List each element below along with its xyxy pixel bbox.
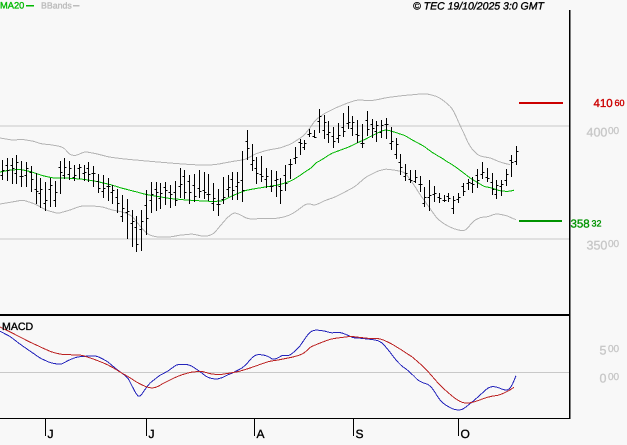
svg-text:350: 350: [587, 238, 608, 252]
svg-text:00: 00: [608, 126, 620, 137]
svg-text:358: 358: [571, 219, 590, 231]
svg-text:60: 60: [615, 98, 625, 108]
svg-text:00: 00: [608, 239, 620, 250]
svg-text:400: 400: [587, 125, 608, 139]
svg-text:00: 00: [608, 372, 620, 383]
svg-text:5: 5: [600, 343, 607, 357]
svg-text:BBands: BBands: [41, 1, 72, 11]
svg-text:© TEC 19/10/2025 3:0 GMT: © TEC 19/10/2025 3:0 GMT: [413, 1, 545, 13]
svg-text:00: 00: [608, 344, 620, 355]
svg-text:J: J: [48, 427, 54, 440]
svg-text:J: J: [149, 427, 155, 440]
svg-text:A: A: [257, 427, 265, 440]
svg-text:S: S: [356, 427, 364, 440]
svg-text:32: 32: [592, 219, 602, 229]
svg-text:410: 410: [594, 98, 613, 110]
svg-text:MA20: MA20: [0, 1, 24, 11]
svg-text:O: O: [461, 427, 470, 440]
svg-text:0: 0: [600, 371, 607, 385]
svg-text:MACD: MACD: [2, 321, 34, 333]
